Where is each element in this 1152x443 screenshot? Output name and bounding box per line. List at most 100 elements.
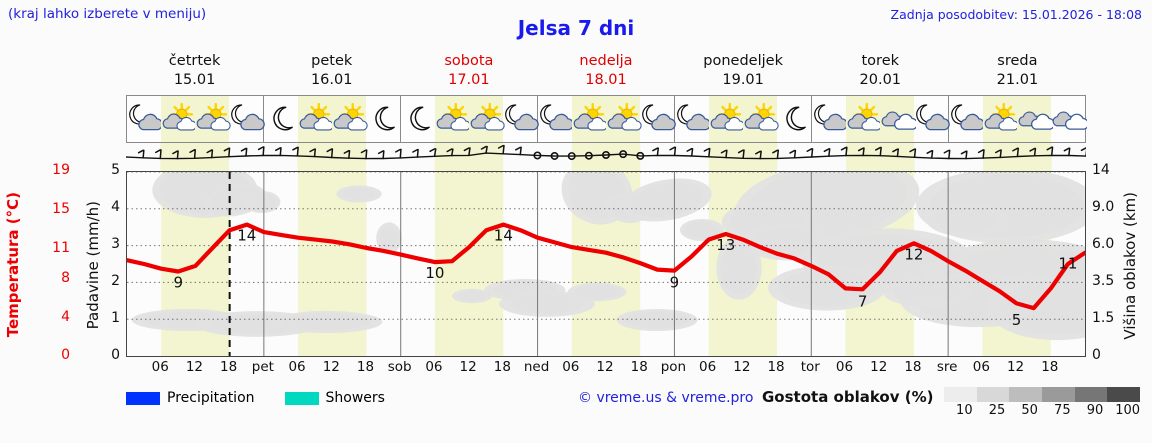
x-tick-25: 12	[1006, 359, 1025, 375]
sun-cloud-icon	[298, 96, 334, 142]
day-date-3: 18.01	[585, 72, 627, 88]
cloud-density-color-ramp	[944, 387, 1141, 402]
x-tick-11: ned	[523, 359, 550, 375]
cloud-height-tick-3: 3.5	[1092, 273, 1115, 289]
temperature-tick-4: 4	[61, 308, 70, 325]
day-name-2: sobota	[444, 53, 494, 69]
x-tick-16: 06	[699, 359, 717, 375]
plot-canvas: 91410149137125116108	[127, 172, 1085, 356]
cloud-ramp-segment-5	[1107, 387, 1141, 402]
x-tick-22: 18	[904, 359, 922, 375]
day-header-4: ponedeljek 19.01	[675, 52, 812, 92]
temp-annotation-1: 14	[237, 227, 256, 245]
x-tick-14: 18	[630, 359, 648, 375]
temp-annotation-6: 7	[858, 292, 868, 310]
precipitation-tick-0: 5	[111, 162, 120, 178]
day-date-0: 15.01	[173, 72, 216, 88]
sun-cloud-icon	[332, 96, 368, 142]
cloud-ramp-segment-2	[1009, 387, 1043, 402]
moon-cloud-icon	[640, 96, 676, 142]
day-name-4: ponedeljek	[703, 53, 783, 69]
precipitation-axis-title-text: Padavine (mm/h)	[84, 201, 102, 330]
precipitation-swatch	[126, 391, 160, 405]
sun-cloud-icon	[161, 96, 197, 142]
cloud-ramp-tick-4: 90	[1086, 403, 1104, 418]
cloud-icon	[1017, 96, 1053, 142]
x-tick-21: 12	[870, 359, 888, 375]
moon-icon	[366, 96, 400, 142]
temperature-axis-title-text: Temperatura (°C)	[4, 192, 22, 338]
precipitation-tick-1: 4	[111, 199, 120, 215]
temp-annotation-5: 13	[716, 236, 735, 254]
x-tick-19: tor	[800, 359, 820, 375]
temperature-axis-title: Temperatura (°C)	[4, 180, 22, 350]
temperature-tick-0: 19	[52, 162, 70, 178]
cloud-height-tick-4: 1.5	[1092, 310, 1115, 326]
temperature-tick-1: 15	[52, 201, 70, 218]
cloud-ramp-segment-3	[1042, 387, 1075, 402]
legend-precipitation: Precipitation	[126, 390, 255, 406]
day-header-3: nedelja 18.01	[537, 52, 674, 92]
legend-precipitation-label: Precipitation	[167, 390, 255, 406]
temp-annotation-7: 12	[904, 245, 923, 263]
day-header-0: četrtek 15.01	[126, 52, 263, 92]
weather-icon-band	[126, 95, 1087, 143]
moon-cloud-icon	[812, 96, 848, 142]
cloud-ramp-segment-4	[1074, 387, 1108, 402]
temp-annotation-9: 11	[1058, 255, 1077, 273]
wind-barbs	[125, 143, 1088, 171]
icon-day-4	[675, 96, 812, 142]
icon-day-5	[812, 96, 950, 142]
cloud-ramp-tick-2: 50	[1021, 403, 1038, 418]
x-tick-5: 12	[322, 359, 340, 375]
copyright-link[interactable]: © vreme.us & vreme.pro	[578, 390, 754, 406]
day-header-1: petek 16.01	[263, 52, 400, 92]
icon-day-3	[538, 96, 676, 142]
forecast-plot: 91410149137125116108	[126, 171, 1086, 357]
moon-cloud-icon	[503, 96, 539, 142]
precipitation-legend: Precipitation Showers	[126, 388, 407, 408]
temperature-line	[127, 222, 1085, 311]
cloud-icon	[1051, 96, 1087, 142]
cloud-ramp-tick-3: 75	[1054, 403, 1071, 418]
wind-barb-band	[125, 143, 1088, 171]
x-tick-7: sob	[387, 359, 412, 375]
cloud-height-tick-5: 0	[1092, 347, 1101, 363]
day-date-1: 16.01	[310, 72, 353, 88]
legend-showers-label: Showers	[325, 390, 385, 406]
sun-cloud-icon	[435, 96, 471, 142]
day-header-strip: četrtek 15.01 petek 16.01 sobota 17.01 n…	[126, 52, 1086, 92]
day-date-2: 17.01	[448, 72, 490, 88]
cloud-height-tick-2: 6.0	[1092, 236, 1115, 252]
day-header-6: sreda 21.01	[949, 52, 1086, 92]
showers-swatch	[284, 391, 319, 405]
moon-icon	[264, 96, 298, 142]
day-name-0: četrtek	[168, 53, 221, 69]
temperature-tick-2: 11	[52, 240, 70, 257]
moon-cloud-icon	[914, 96, 950, 142]
icon-day-1	[264, 96, 401, 142]
x-tick-13: 12	[596, 359, 614, 375]
sun-cloud-icon	[606, 96, 642, 142]
moon-cloud-icon	[229, 96, 265, 142]
cloud-density-ramp-ticks: 10 25 50 75 90 100	[940, 403, 1146, 419]
precipitation-axis-title: Padavine (mm/h)	[84, 178, 102, 353]
x-tick-4: 06	[288, 359, 306, 375]
x-tick-3: pet	[251, 359, 274, 375]
cloud-density-legend-title: Gostota oblakov (%)	[762, 388, 934, 406]
day-name-3: nedelja	[579, 53, 633, 69]
cloud-density-layer	[131, 172, 1085, 341]
moon-cloud-icon	[538, 96, 574, 142]
moon-icon	[777, 96, 811, 142]
page-title: Jelsa 7 dni	[517, 16, 635, 40]
day-date-4: 19.01	[722, 72, 764, 88]
temp-annotation-4: 9	[670, 274, 680, 292]
sun-cloud-icon	[743, 96, 779, 142]
x-tick-1: 12	[185, 359, 204, 375]
moon-cloud-icon	[949, 96, 985, 142]
precipitation-tick-5: 0	[111, 347, 120, 363]
x-axis-ticks: 06 12 18 pet 06 12 18 sob 06 12 18 ned 06 12 18 pon 06 12…	[126, 359, 1086, 377]
x-tick-15: pon	[660, 359, 687, 375]
x-tick-24: 06	[972, 359, 990, 375]
day-name-1: petek	[311, 53, 353, 69]
